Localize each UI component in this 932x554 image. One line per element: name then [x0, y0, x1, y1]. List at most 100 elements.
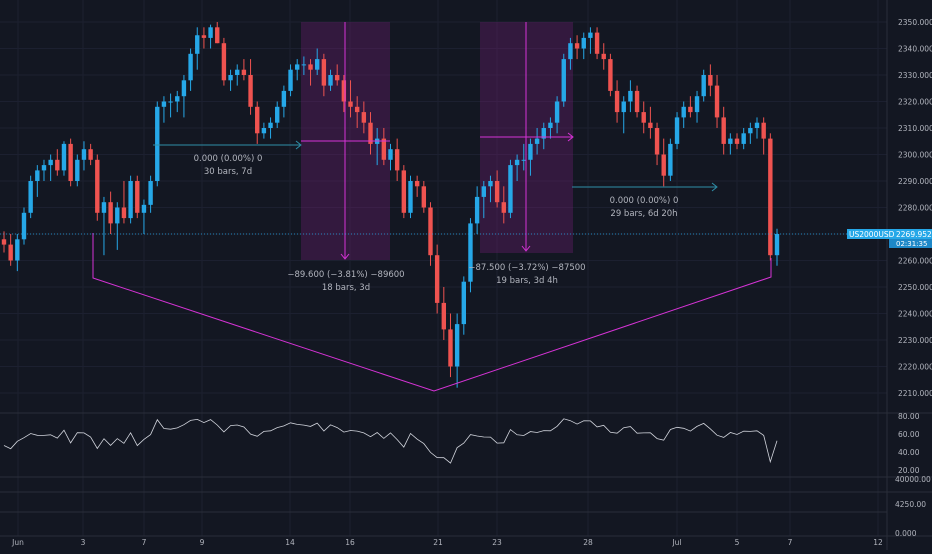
candle-body	[108, 202, 113, 224]
price-tick-label: 2290.000	[898, 177, 932, 186]
price-tick-label: 2210.000	[898, 389, 932, 398]
price-tick-label: 2350.000	[898, 18, 932, 27]
candle-body	[708, 75, 713, 86]
candle-body	[454, 324, 460, 367]
candle-body	[201, 35, 207, 38]
candle-body	[8, 244, 13, 261]
candle-body	[601, 53, 606, 60]
candle-body	[441, 302, 447, 330]
candle-body	[394, 149, 400, 171]
candle-body	[401, 170, 407, 213]
candle-body	[261, 128, 267, 134]
candle-body	[28, 181, 33, 213]
candle-body	[368, 122, 373, 144]
candle-body	[408, 181, 413, 213]
flat-right-text-2: 29 bars, 6d 20h	[610, 209, 677, 219]
candle-body	[448, 329, 453, 367]
price-tick-label: 2250.000	[898, 283, 932, 292]
candle-body	[235, 69, 240, 75]
countdown-label: 02:31:35	[896, 240, 927, 248]
candle-body	[115, 207, 120, 224]
date-tick-label: 21	[433, 538, 443, 547]
v-trendline[interactable]	[92, 233, 772, 392]
candle-body	[588, 32, 593, 38]
date-tick-label: 12	[873, 538, 883, 547]
candle-body	[275, 106, 280, 123]
date-tick-label: 23	[492, 538, 502, 547]
flat-right-text-1: 0.000 (0.00%) 0	[610, 196, 679, 206]
candle-body	[741, 133, 746, 144]
candle-body	[621, 101, 626, 113]
candle-body	[288, 69, 293, 91]
candle-body	[248, 75, 253, 107]
price-tick-label: 2260.000	[898, 257, 932, 266]
last-price-tag: US2000USD 2269.952 02:31:35	[847, 229, 932, 248]
candle-body	[188, 53, 193, 81]
price-tick-label: 2220.000	[898, 363, 932, 372]
volume-tick-label: 4250.00	[895, 500, 926, 509]
candle-body	[681, 106, 686, 118]
candle-body	[481, 186, 486, 197]
price-tick-label: 2240.000	[898, 310, 932, 319]
candle-body	[761, 122, 766, 139]
candle-body	[255, 106, 260, 134]
candle-body	[321, 59, 327, 86]
candle-body	[514, 159, 520, 166]
price-axis[interactable]: 2350.000 2340.000 2330.000 2320.000 2310.000…	[898, 18, 932, 398]
last-price-label: 2269.952	[896, 230, 932, 239]
candle-body	[428, 207, 433, 256]
candle-body	[241, 69, 247, 75]
candle-body	[554, 101, 560, 123]
candle-body	[661, 154, 666, 176]
price-tick-label: 2330.000	[898, 71, 932, 80]
candle-body	[101, 202, 107, 213]
price-tick-label: 2300.000	[898, 151, 932, 160]
candle-body	[181, 80, 187, 97]
candle-body	[614, 90, 620, 113]
date-axis[interactable]: Jun 3 7 9 14 16 21 23 28 Jul 5 7 12	[11, 538, 883, 547]
flat-measure-left-arrow	[295, 140, 302, 150]
candle-body	[508, 165, 513, 213]
date-tick-label: Jun	[11, 538, 24, 547]
volume-axis[interactable]: 40000.00 4250.00 0.000	[895, 475, 931, 538]
candle-body	[754, 122, 760, 128]
candle-body	[55, 159, 60, 171]
date-tick-label: 14	[285, 538, 295, 547]
box-right-text-1: −87.500 (−3.72%) −87500	[468, 263, 585, 273]
candle-body	[534, 138, 540, 144]
candle-body	[548, 122, 553, 128]
candle-body	[634, 90, 640, 113]
symbol-label: US2000USD	[849, 230, 895, 239]
candle-body	[628, 90, 633, 102]
flat-measure-right-arrow	[711, 182, 718, 192]
candle-body	[48, 159, 53, 166]
candle-body	[768, 138, 773, 256]
candle-body	[334, 75, 340, 81]
candle-body	[41, 165, 47, 171]
candle-body	[295, 64, 300, 70]
candle-body	[135, 181, 140, 213]
candle-body	[1, 239, 7, 245]
candle-body	[674, 117, 680, 144]
candle-body	[774, 234, 780, 256]
candles	[1, 22, 780, 388]
candle-body	[155, 106, 160, 181]
candle-body	[414, 181, 420, 187]
candle-body	[281, 90, 287, 107]
candle-body	[88, 149, 93, 160]
candle-body	[688, 106, 693, 113]
candle-body	[501, 202, 506, 213]
candle-body	[654, 128, 660, 155]
rsi-axis[interactable]: 80.00 60.00 40.00 20.00	[898, 412, 920, 475]
measure-left-arrow	[340, 253, 350, 260]
date-tick-label: 5	[735, 538, 740, 547]
candle-body	[594, 32, 600, 54]
date-tick-label: 9	[200, 538, 205, 547]
date-tick-label: 3	[81, 538, 86, 547]
candle-body	[175, 96, 180, 102]
candle-body	[354, 106, 360, 113]
candle-body	[521, 159, 526, 161]
candle-body	[714, 85, 720, 118]
